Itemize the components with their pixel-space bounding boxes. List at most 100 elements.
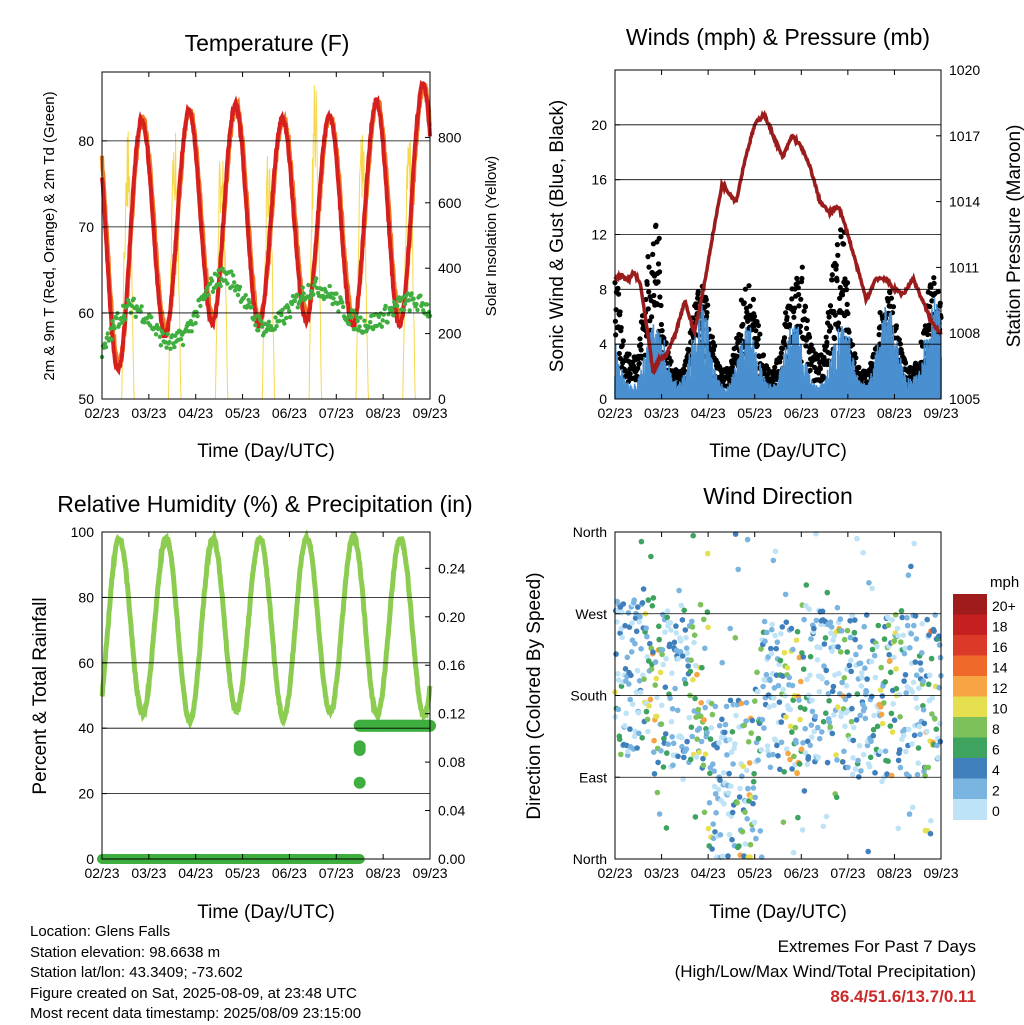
gust-point xyxy=(841,241,847,247)
precip-point xyxy=(353,776,366,789)
temperature-ytick-label: 60 xyxy=(78,305,94,321)
direction-point xyxy=(874,643,880,650)
direction-point xyxy=(816,735,823,742)
dewpoint-point xyxy=(358,315,363,320)
gust-point xyxy=(890,304,897,310)
direction-point xyxy=(819,675,825,682)
direction-point xyxy=(827,619,834,625)
gust-point xyxy=(687,347,693,353)
direction-point xyxy=(897,714,903,720)
direction-point xyxy=(692,695,698,702)
direction-point xyxy=(738,700,745,707)
dewpoint-point xyxy=(194,309,199,315)
direction-point xyxy=(919,650,925,656)
rh-line xyxy=(99,529,433,730)
direction-point xyxy=(747,841,754,848)
dewpoint-point xyxy=(341,304,346,310)
direction-point xyxy=(878,704,884,710)
direction-point xyxy=(837,649,844,655)
direction-point xyxy=(865,848,871,855)
rh-precip-xtick-label: 07/23 xyxy=(319,865,354,881)
direction-point xyxy=(732,741,738,747)
direction-point xyxy=(635,604,641,610)
gust-point xyxy=(755,322,762,329)
dewpoint-point xyxy=(355,318,360,324)
dewpoint-point xyxy=(344,315,350,321)
direction-point xyxy=(635,710,642,716)
dewpoint-point xyxy=(331,296,336,301)
direction-point xyxy=(773,737,779,744)
direction-point xyxy=(892,612,899,618)
direction-point xyxy=(702,704,708,711)
direction-point xyxy=(819,608,826,615)
gust-point xyxy=(799,264,805,270)
dewpoint-point xyxy=(205,285,210,290)
temperature-plot-frame xyxy=(101,71,431,400)
direction-point xyxy=(656,811,663,817)
dewpoint-point xyxy=(198,303,203,309)
direction-point xyxy=(637,613,643,620)
direction-point xyxy=(869,585,875,592)
direction-point xyxy=(651,749,657,755)
direction-point xyxy=(783,714,789,720)
direction-point xyxy=(675,656,682,662)
direction-point xyxy=(685,663,691,669)
direction-point xyxy=(710,761,716,767)
dewpoint-point xyxy=(392,299,397,305)
direction-point xyxy=(800,654,807,660)
dewpoint-point xyxy=(119,315,124,321)
temperature-y2tick-label: 0 xyxy=(438,391,446,407)
dewpoint-point xyxy=(298,298,303,303)
direction-point xyxy=(650,595,657,601)
direction-point xyxy=(761,618,768,625)
recent-timestamp: Most recent data timestamp: 2025/08/09 2… xyxy=(30,1005,362,1022)
gust-point xyxy=(935,289,941,295)
dewpoint-point xyxy=(145,315,150,320)
direction-point xyxy=(759,716,766,723)
direction-point xyxy=(750,778,757,785)
direction-point xyxy=(687,668,694,675)
direction-point xyxy=(639,735,645,741)
gust-point xyxy=(799,275,805,282)
direction-point xyxy=(722,729,728,736)
direction-point xyxy=(819,729,825,735)
direction-point xyxy=(729,809,736,816)
gust-point xyxy=(806,334,813,340)
gust-point xyxy=(784,314,790,320)
direction-point xyxy=(829,648,835,655)
direction-point xyxy=(913,695,919,701)
gust-point xyxy=(801,308,807,314)
direction-ytick-label: West xyxy=(575,606,607,622)
station-info: Location: Glens Falls Station elevation:… xyxy=(30,922,361,1025)
gust-point xyxy=(704,310,710,316)
direction-point xyxy=(808,722,815,728)
direction-point xyxy=(678,602,685,609)
direction-point xyxy=(858,768,864,774)
gust-point xyxy=(695,295,701,301)
direction-point xyxy=(879,778,885,785)
gust-point xyxy=(792,305,798,311)
colorbar-label: 6 xyxy=(992,742,1000,758)
colorbar-swatch xyxy=(953,594,987,615)
direction-point xyxy=(745,785,751,792)
direction-point xyxy=(842,696,849,703)
direction-point xyxy=(798,678,804,685)
dewpoint-point xyxy=(229,269,234,274)
direction-point xyxy=(793,637,800,643)
direction-point xyxy=(691,639,697,646)
winds-xtick-label: 04/23 xyxy=(691,405,726,421)
direction-point xyxy=(654,789,661,796)
direction-point xyxy=(893,685,900,692)
direction-point xyxy=(855,757,861,764)
gust-point xyxy=(839,292,846,298)
direction-point xyxy=(823,813,830,820)
direction-point xyxy=(920,707,927,713)
wind-direction-xtick-label: 08/23 xyxy=(877,865,912,881)
dewpoint-point xyxy=(407,308,412,313)
dewpoint-point xyxy=(280,307,285,313)
direction-point xyxy=(839,679,845,686)
gust-point xyxy=(644,281,650,287)
dewpoint-point xyxy=(259,324,265,329)
gust-point xyxy=(797,323,804,329)
dewpoint-point xyxy=(131,296,136,301)
